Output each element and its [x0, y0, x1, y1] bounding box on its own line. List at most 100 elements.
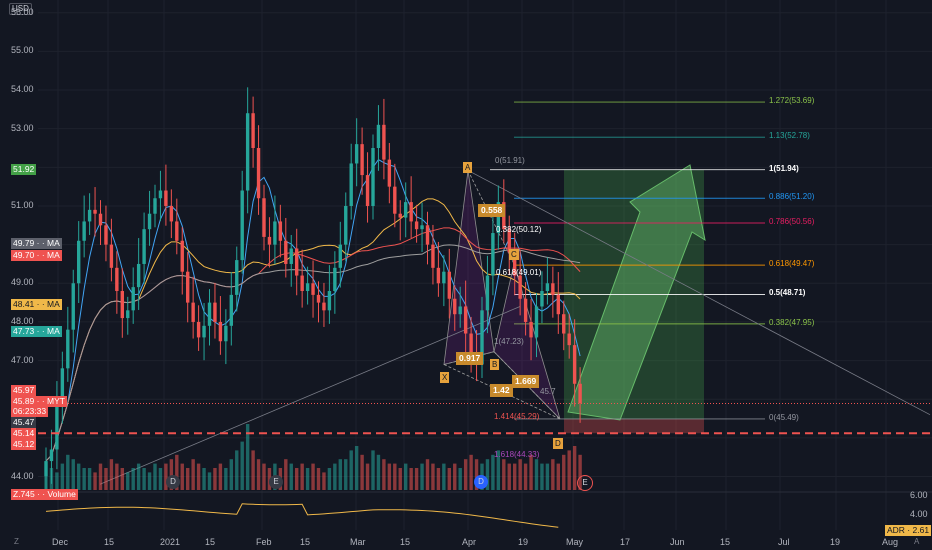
candle-body — [491, 233, 495, 276]
candle-body — [442, 271, 446, 284]
time-tick-label: Mar — [350, 537, 366, 547]
volume-bar — [284, 459, 288, 490]
candle-body — [251, 113, 255, 149]
candle-body — [158, 190, 163, 199]
volume-bar — [572, 446, 577, 490]
pattern-ratio: 0.917 — [456, 352, 484, 365]
candle-body — [409, 202, 413, 222]
candle-body — [120, 291, 124, 319]
event-marker[interactable]: D — [166, 475, 180, 489]
volume-bar — [485, 459, 490, 490]
candle-body — [218, 321, 223, 342]
volume-bar — [180, 463, 184, 490]
volume-bar — [71, 459, 75, 490]
candle-body — [66, 329, 70, 369]
price-tick-label: 53.00 — [11, 122, 34, 133]
volume-bar — [523, 463, 528, 490]
auto-scale-toggle[interactable]: A — [914, 537, 920, 546]
price-tag: 45.89 · · MYT — [11, 396, 67, 407]
volume-bar — [463, 459, 468, 490]
time-tick-label: 17 — [620, 537, 631, 547]
pattern-fib-label: 0(51.91) — [495, 156, 525, 165]
trend-line — [99, 306, 521, 485]
volume-bar — [262, 463, 266, 490]
volume-bar — [551, 459, 555, 490]
candle-body — [284, 240, 288, 264]
candle-body — [540, 291, 544, 307]
volume-bar — [207, 472, 212, 490]
candle-body — [142, 229, 146, 264]
volume-bar — [540, 463, 544, 490]
candle-body — [71, 283, 75, 330]
candle-body — [496, 202, 501, 234]
candle-body — [371, 148, 375, 206]
volume-bar — [93, 472, 97, 490]
pattern-ratio: 1.669 — [512, 375, 540, 388]
event-marker[interactable]: E — [577, 475, 593, 491]
candle-body — [507, 229, 511, 253]
volume-bar — [66, 454, 70, 490]
target-arrow — [567, 164, 706, 421]
candle-body — [354, 144, 359, 164]
event-marker[interactable]: E — [269, 475, 283, 489]
zoom-toggle[interactable]: Z — [14, 537, 19, 546]
volume-bar — [578, 454, 582, 490]
candle-body — [267, 236, 272, 245]
candle-body — [518, 275, 522, 299]
pattern-point-C: C — [509, 248, 519, 260]
candle-body — [333, 267, 337, 292]
time-tick-label: May — [566, 537, 584, 547]
candle-body — [98, 213, 103, 226]
adr-tick-label: 6.00 — [910, 490, 928, 500]
time-tick-label: 15 — [300, 537, 311, 547]
time-tick-label: 15 — [104, 537, 115, 547]
candle-body — [60, 368, 65, 407]
candle-body — [414, 221, 419, 230]
candle-body — [529, 321, 533, 338]
candle-body — [485, 275, 490, 311]
time-tick-label: 15 — [720, 537, 731, 547]
price-tag: 51.92 — [11, 164, 37, 175]
price-tick-label: 44.00 — [11, 470, 34, 481]
time-tick-label: Jun — [670, 537, 685, 547]
volume-bar — [218, 463, 223, 490]
pattern-fib-label: 1.618(44.33) — [494, 450, 540, 459]
pattern-ratio: 1.42 — [490, 384, 513, 397]
candle-body — [180, 240, 184, 272]
volume-bar — [354, 446, 359, 490]
candle-body — [551, 283, 555, 295]
volume-bar — [300, 463, 304, 490]
candle-body — [202, 325, 206, 338]
event-marker[interactable]: D — [474, 475, 488, 489]
candle-body — [115, 267, 119, 292]
volume-bar — [327, 468, 332, 490]
candle-body — [420, 225, 424, 230]
volume-bar — [376, 454, 381, 490]
candle-body — [93, 209, 97, 214]
pattern-fib-label: 45.7 — [540, 387, 556, 396]
candle-body — [578, 383, 582, 404]
volume-bar — [365, 463, 370, 490]
volume-bar — [382, 459, 386, 490]
candle-body — [349, 163, 353, 206]
candle-body — [109, 244, 114, 268]
volume-bar — [142, 468, 146, 490]
volume-bar — [458, 468, 462, 490]
volume-bar — [322, 472, 326, 490]
volume-bar — [98, 463, 103, 490]
projection-line — [467, 170, 931, 416]
volume-bar — [120, 468, 124, 490]
fib-level-label: 1.13(52.78) — [769, 131, 810, 141]
volume-bar — [240, 441, 244, 490]
candle-body — [382, 124, 386, 160]
pattern-ratio: 0.558 — [478, 204, 506, 217]
time-tick-label: 2021 — [160, 537, 181, 547]
volume-bar — [518, 459, 522, 490]
candle-body — [344, 205, 348, 245]
pattern-point-X: X — [440, 372, 450, 384]
volume-bar — [109, 459, 114, 490]
candle-body — [104, 225, 108, 245]
price-tag: 45.97 — [11, 385, 37, 396]
volume-bar — [289, 463, 293, 490]
